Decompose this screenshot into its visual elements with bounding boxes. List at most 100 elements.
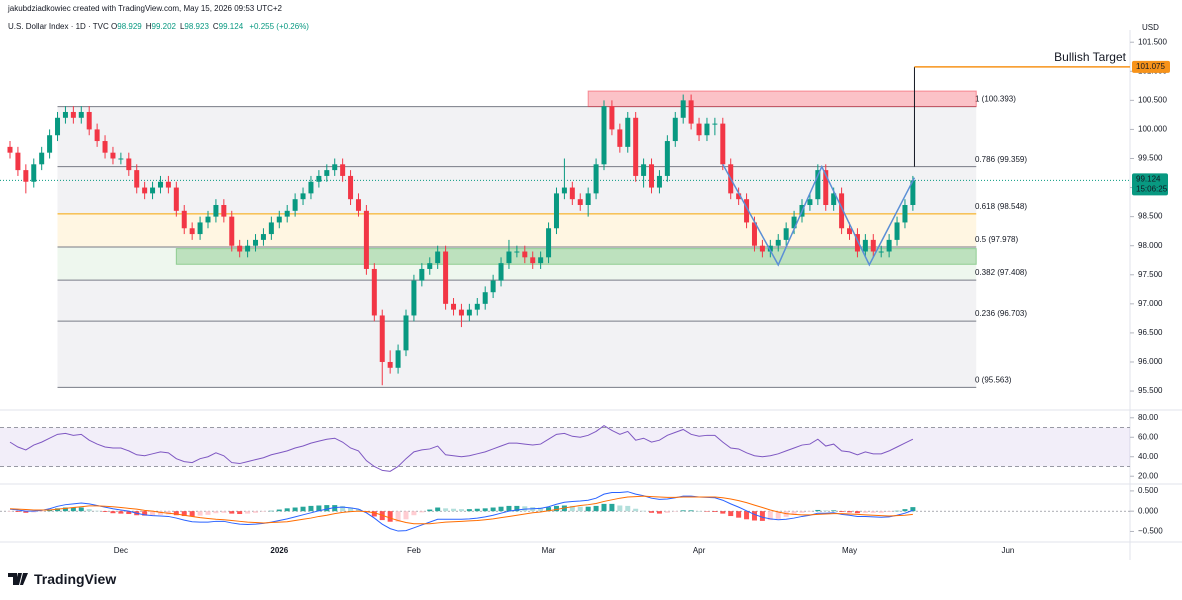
candle-body: [379, 315, 385, 362]
histogram-bar: [142, 511, 148, 516]
candle-body: [847, 228, 853, 235]
candle-body: [308, 181, 314, 194]
histogram-bar: [894, 510, 900, 512]
histogram-bar: [688, 510, 694, 512]
histogram-bar: [39, 511, 45, 512]
candle-body: [126, 158, 132, 171]
currency: USD: [1142, 23, 1159, 32]
candle-body: [522, 251, 528, 258]
fib-fill: [57, 280, 977, 322]
candle-body: [854, 234, 860, 252]
logo: TradingView: [8, 571, 116, 587]
histogram-bar: [260, 511, 266, 512]
histogram-bar: [617, 505, 623, 512]
histogram-bar: [498, 506, 504, 512]
fib-fill: [57, 166, 977, 214]
candle-body: [102, 141, 108, 153]
candle-body: [55, 117, 61, 136]
candle-body: [47, 135, 53, 153]
candle-body: [672, 117, 678, 142]
macd-line: [9, 491, 914, 532]
histogram-bar: [189, 511, 195, 517]
candle-body: [878, 251, 884, 253]
histogram-bar: [641, 510, 647, 512]
price-badge: [1132, 173, 1168, 196]
fib-fill: [57, 106, 977, 167]
candle-body: [443, 251, 449, 304]
candle-body: [862, 239, 868, 252]
histogram-bar: [443, 508, 449, 512]
y-tick-label: 100.500: [1138, 95, 1167, 104]
candle-body: [134, 170, 140, 188]
candle-body: [292, 199, 298, 211]
candle-body: [633, 117, 639, 176]
ohlc-key: L: [179, 22, 185, 31]
y-tick-label: 40.00: [1138, 452, 1159, 461]
y-tick-label: −0.500: [1138, 527, 1163, 536]
histogram-bar: [15, 511, 21, 512]
candle-body: [387, 361, 393, 368]
candle-body: [165, 181, 171, 188]
candle-body: [712, 123, 718, 125]
x-tick-label: Jun: [1001, 546, 1014, 555]
candle-body: [720, 123, 726, 165]
histogram-bar: [355, 509, 361, 512]
candle-body: [150, 187, 156, 194]
candle-body: [332, 164, 338, 171]
histogram-bar: [419, 511, 425, 513]
candle-body: [260, 234, 266, 240]
histogram-bar: [427, 509, 433, 512]
candle-body: [435, 251, 441, 264]
target-text: Bullish Target: [1054, 50, 1126, 64]
candle-body: [482, 292, 488, 304]
candle-body: [736, 193, 742, 200]
candle-body: [173, 187, 179, 211]
candle-body: [601, 106, 607, 165]
histogram-bar: [316, 505, 322, 512]
candle-body: [767, 245, 773, 252]
candle-body: [538, 257, 544, 264]
candle-body: [894, 222, 900, 240]
y-tick-label: 98.000: [1138, 241, 1163, 250]
candle-body: [62, 111, 68, 118]
histogram-bar: [300, 506, 306, 512]
histogram-bar: [348, 507, 354, 512]
candle-body: [775, 239, 781, 246]
candle-body: [514, 251, 520, 253]
histogram-bar: [807, 511, 813, 512]
histogram-bar: [601, 503, 607, 512]
candle-body: [371, 268, 377, 316]
histogram-bar: [157, 511, 163, 515]
candle-body: [585, 193, 591, 205]
symbol: U.S. Dollar Index · 1D · TVC: [8, 22, 109, 31]
y-tick-label: 20.00: [1138, 471, 1159, 480]
histogram-bar: [284, 508, 290, 512]
candle-body: [870, 239, 876, 252]
histogram-bar: [324, 505, 330, 512]
candle-body: [886, 239, 892, 252]
candle-body: [411, 280, 417, 316]
author-line: jakubdziadkowiec created with TradingVie…: [8, 4, 283, 13]
candle-body: [759, 245, 765, 252]
histogram-bar: [7, 511, 13, 512]
histogram-bar: [213, 511, 219, 514]
candle-body: [641, 164, 647, 176]
x-tick-label: 2026: [270, 546, 288, 555]
candle-body: [617, 129, 623, 147]
y-tick-label: 80.00: [1138, 413, 1159, 422]
y-tick-label: 101.500: [1138, 37, 1167, 46]
histogram-bar: [31, 511, 37, 513]
histogram-bar: [649, 511, 655, 513]
candle-body: [831, 193, 837, 205]
histogram-bar: [831, 510, 837, 512]
candle-body: [823, 170, 829, 205]
symbol-line: U.S. Dollar Index · 1D · TVC O98.929 H99.…: [8, 22, 309, 31]
change: +0.255 (+0.26%): [249, 22, 309, 31]
candle-body: [451, 303, 457, 310]
histogram-bar: [205, 511, 211, 515]
histogram-bar: [704, 511, 710, 512]
ohlc: O98.929 H99.202 L98.923 C99.124: [111, 22, 247, 31]
histogram-bar: [775, 511, 781, 519]
price-label: 99.124: [1136, 174, 1161, 183]
candle-body: [213, 205, 219, 217]
